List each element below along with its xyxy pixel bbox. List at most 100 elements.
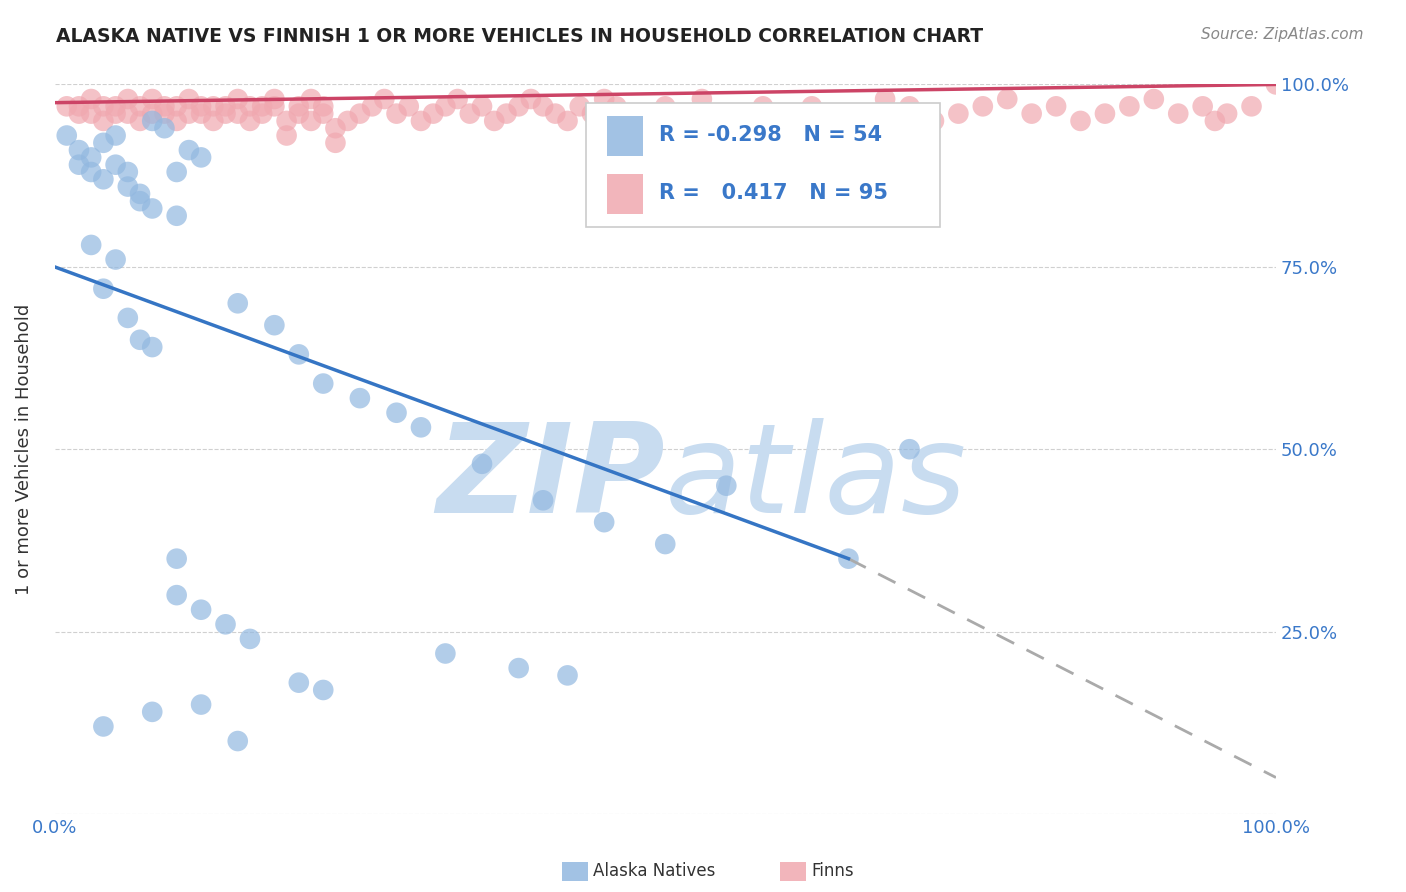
Point <box>177 106 200 120</box>
Point <box>434 99 457 113</box>
Point <box>276 114 298 128</box>
Point <box>520 92 543 106</box>
Point <box>166 551 188 566</box>
Point <box>1118 99 1140 113</box>
Text: Alaska Natives: Alaska Natives <box>593 863 716 880</box>
Point <box>263 99 285 113</box>
Point <box>325 121 347 136</box>
Point <box>385 406 408 420</box>
Point <box>93 99 115 113</box>
Point <box>117 106 139 120</box>
Point <box>129 114 152 128</box>
Point <box>104 106 127 120</box>
Point <box>875 92 897 106</box>
Point <box>557 114 579 128</box>
Point <box>153 106 176 120</box>
Point <box>508 99 530 113</box>
Point <box>55 128 77 143</box>
Point <box>104 99 127 113</box>
Point <box>288 675 311 690</box>
Point <box>166 114 188 128</box>
Point <box>837 106 859 120</box>
Point <box>1240 99 1263 113</box>
Point <box>385 106 408 120</box>
Point <box>495 106 517 120</box>
Point <box>129 186 152 201</box>
Text: ZIP: ZIP <box>436 417 665 539</box>
Point <box>141 114 163 128</box>
Point <box>153 121 176 136</box>
FancyBboxPatch shape <box>586 103 941 227</box>
Point <box>80 92 103 106</box>
Point <box>544 106 567 120</box>
Point <box>1216 106 1239 120</box>
Point <box>593 92 616 106</box>
Point <box>1167 106 1189 120</box>
Point <box>617 114 640 128</box>
Point <box>239 632 262 646</box>
Point <box>361 99 384 113</box>
Point <box>349 106 371 120</box>
Point <box>288 347 311 361</box>
Point <box>250 106 273 120</box>
Point <box>67 106 90 120</box>
Point <box>80 165 103 179</box>
Point <box>484 114 506 128</box>
Point <box>325 136 347 150</box>
Text: atlas: atlas <box>665 417 967 539</box>
Point <box>190 106 212 120</box>
Point <box>898 442 921 457</box>
Point <box>1265 78 1288 92</box>
Point <box>129 333 152 347</box>
Bar <box>606 116 644 156</box>
Point <box>349 391 371 405</box>
Point <box>226 106 249 120</box>
Point <box>239 114 262 128</box>
Point <box>531 99 554 113</box>
Point <box>55 99 77 113</box>
Point <box>166 588 188 602</box>
Point <box>409 420 432 434</box>
Point <box>605 99 627 113</box>
Text: Source: ZipAtlas.com: Source: ZipAtlas.com <box>1201 27 1364 42</box>
Point <box>239 99 262 113</box>
Point <box>716 106 738 120</box>
Point <box>299 114 322 128</box>
Point <box>654 537 676 551</box>
Point <box>409 114 432 128</box>
Point <box>104 252 127 267</box>
Point <box>630 106 652 120</box>
Point <box>93 282 115 296</box>
Point <box>166 165 188 179</box>
Point <box>1045 99 1067 113</box>
Point <box>422 106 444 120</box>
Point <box>776 114 799 128</box>
Point <box>581 106 603 120</box>
Point <box>398 99 420 113</box>
Point <box>80 150 103 164</box>
Point <box>214 106 236 120</box>
Point <box>177 92 200 106</box>
Point <box>67 99 90 113</box>
Point <box>80 106 103 120</box>
Y-axis label: 1 or more Vehicles in Household: 1 or more Vehicles in Household <box>15 303 32 595</box>
Point <box>336 114 359 128</box>
Point <box>898 99 921 113</box>
Point <box>226 734 249 748</box>
Point <box>166 209 188 223</box>
Point <box>93 719 115 733</box>
Point <box>263 92 285 106</box>
Point <box>531 493 554 508</box>
Point <box>226 92 249 106</box>
Point <box>995 92 1018 106</box>
Point <box>141 705 163 719</box>
Point <box>1094 106 1116 120</box>
Point <box>190 99 212 113</box>
Point <box>299 92 322 106</box>
Point <box>93 172 115 186</box>
Point <box>1204 114 1226 128</box>
Point <box>226 296 249 310</box>
Point <box>93 136 115 150</box>
Point <box>153 99 176 113</box>
Point <box>117 179 139 194</box>
